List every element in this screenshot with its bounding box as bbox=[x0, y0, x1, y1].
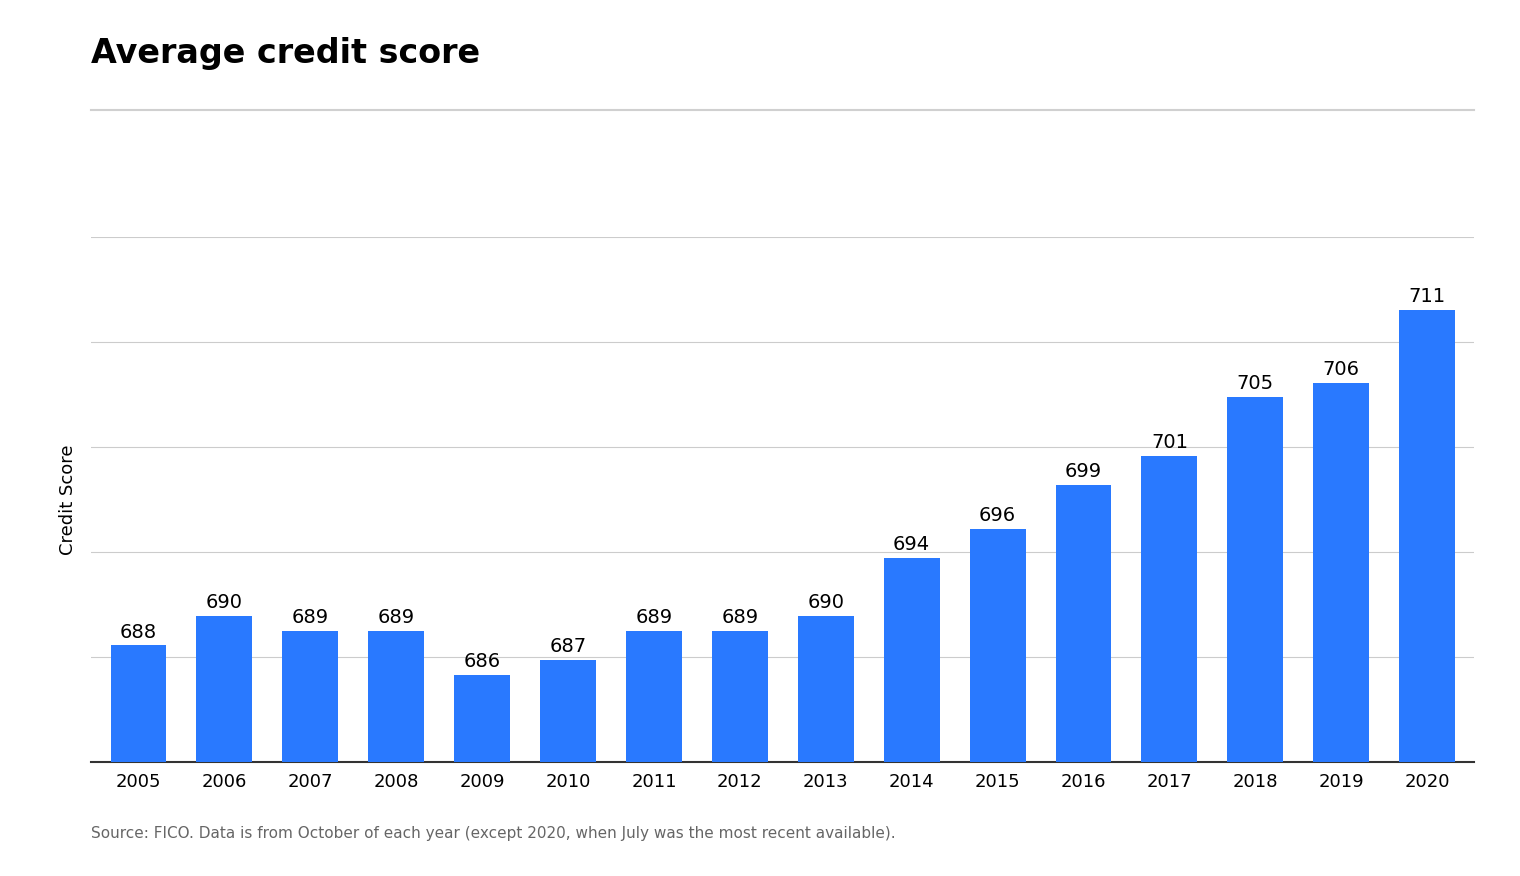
Text: Source: FICO. Data is from October of each year (except 2020, when July was the : Source: FICO. Data is from October of ea… bbox=[91, 826, 895, 841]
Text: 689: 689 bbox=[377, 608, 415, 627]
Bar bbox=[283, 631, 337, 762]
Bar bbox=[1055, 484, 1111, 762]
Text: 686: 686 bbox=[464, 652, 500, 671]
Text: 706: 706 bbox=[1322, 360, 1360, 379]
Bar bbox=[626, 631, 682, 762]
Bar bbox=[1227, 397, 1283, 762]
Text: 688: 688 bbox=[120, 623, 157, 642]
Bar bbox=[1400, 309, 1455, 762]
Text: 690: 690 bbox=[205, 593, 243, 612]
Bar bbox=[111, 646, 166, 762]
Y-axis label: Credit Score: Credit Score bbox=[59, 444, 78, 555]
Text: 687: 687 bbox=[549, 637, 587, 656]
Text: 705: 705 bbox=[1237, 374, 1274, 393]
Text: 696: 696 bbox=[979, 505, 1017, 525]
Bar bbox=[798, 616, 854, 762]
Bar bbox=[970, 528, 1026, 762]
Bar bbox=[711, 631, 768, 762]
Bar bbox=[1313, 383, 1370, 762]
Bar bbox=[883, 558, 939, 762]
Text: 699: 699 bbox=[1066, 462, 1102, 481]
Bar bbox=[454, 675, 511, 762]
Text: 689: 689 bbox=[722, 608, 758, 627]
Bar bbox=[540, 660, 596, 762]
Bar bbox=[368, 631, 424, 762]
Text: 690: 690 bbox=[807, 593, 844, 612]
Text: 689: 689 bbox=[292, 608, 328, 627]
Text: 694: 694 bbox=[894, 535, 930, 555]
Bar bbox=[1142, 456, 1198, 762]
Text: Average credit score: Average credit score bbox=[91, 37, 480, 70]
Bar bbox=[196, 616, 252, 762]
Text: 689: 689 bbox=[635, 608, 672, 627]
Text: 701: 701 bbox=[1151, 433, 1189, 452]
Text: 711: 711 bbox=[1409, 286, 1446, 306]
